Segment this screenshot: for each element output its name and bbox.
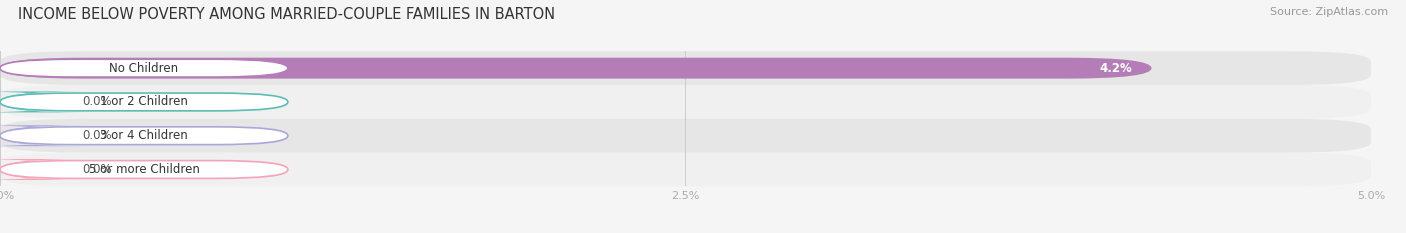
Text: INCOME BELOW POVERTY AMONG MARRIED-COUPLE FAMILIES IN BARTON: INCOME BELOW POVERTY AMONG MARRIED-COUPL… (18, 7, 555, 22)
FancyBboxPatch shape (0, 85, 1371, 119)
FancyBboxPatch shape (0, 153, 1371, 186)
Text: 0.0%: 0.0% (82, 96, 112, 108)
Text: Source: ZipAtlas.com: Source: ZipAtlas.com (1270, 7, 1388, 17)
FancyBboxPatch shape (0, 59, 288, 77)
FancyBboxPatch shape (0, 58, 1152, 79)
FancyBboxPatch shape (0, 92, 84, 112)
Text: 5 or more Children: 5 or more Children (89, 163, 200, 176)
Text: 4.2%: 4.2% (1099, 62, 1132, 75)
FancyBboxPatch shape (0, 51, 1371, 85)
FancyBboxPatch shape (0, 161, 288, 178)
Text: 0.0%: 0.0% (82, 129, 112, 142)
FancyBboxPatch shape (0, 159, 84, 180)
FancyBboxPatch shape (0, 127, 288, 145)
FancyBboxPatch shape (0, 125, 84, 146)
FancyBboxPatch shape (0, 119, 1371, 153)
FancyBboxPatch shape (0, 93, 288, 111)
Text: 0.0%: 0.0% (82, 163, 112, 176)
Text: 1 or 2 Children: 1 or 2 Children (100, 96, 188, 108)
Text: No Children: No Children (110, 62, 179, 75)
Text: 3 or 4 Children: 3 or 4 Children (100, 129, 188, 142)
